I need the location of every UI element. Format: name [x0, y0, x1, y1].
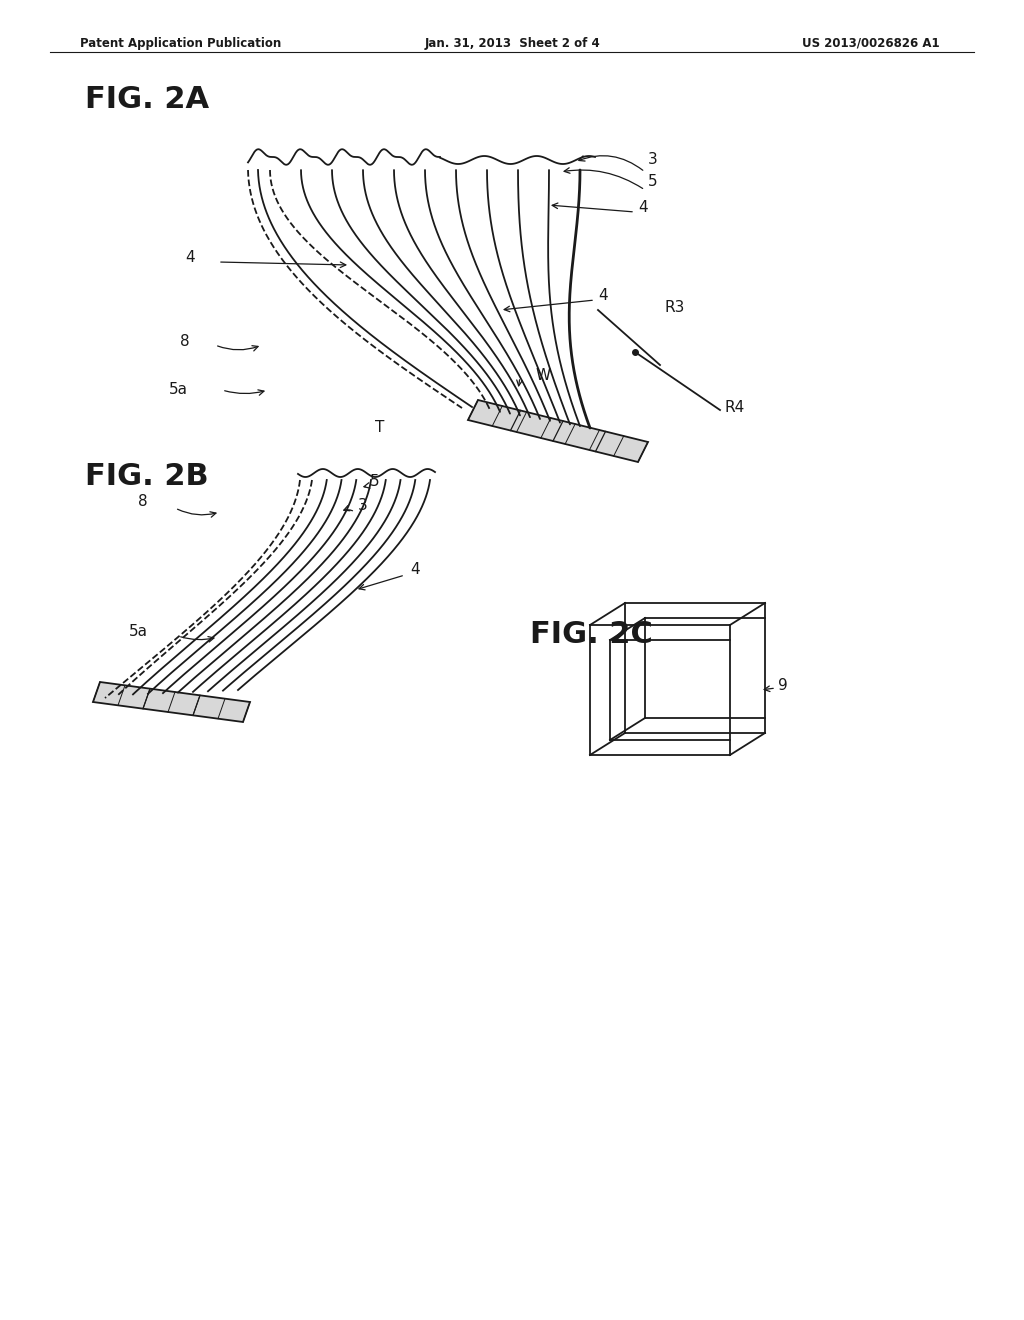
Text: FIG. 2B: FIG. 2B [85, 462, 209, 491]
Text: T: T [376, 420, 385, 434]
Text: Patent Application Publication: Patent Application Publication [80, 37, 282, 50]
Text: 4: 4 [638, 199, 647, 214]
Polygon shape [93, 682, 250, 722]
Text: 4: 4 [598, 288, 607, 302]
Text: 9: 9 [778, 677, 787, 693]
Text: 3: 3 [358, 498, 368, 512]
Text: 8: 8 [138, 495, 148, 510]
Text: 3: 3 [648, 153, 657, 168]
Text: 4: 4 [185, 249, 195, 264]
Text: 5a: 5a [169, 383, 188, 397]
Text: Jan. 31, 2013  Sheet 2 of 4: Jan. 31, 2013 Sheet 2 of 4 [424, 37, 600, 50]
Text: FIG. 2C: FIG. 2C [530, 620, 653, 649]
Text: W: W [535, 367, 550, 383]
Text: 5: 5 [370, 474, 380, 490]
Text: R4: R4 [725, 400, 745, 416]
Text: 5a: 5a [129, 624, 148, 639]
Text: 4: 4 [410, 562, 420, 578]
Text: US 2013/0026826 A1: US 2013/0026826 A1 [803, 37, 940, 50]
Text: FIG. 2A: FIG. 2A [85, 84, 209, 114]
Text: 8: 8 [180, 334, 190, 350]
Polygon shape [468, 400, 648, 462]
Text: 5: 5 [648, 174, 657, 190]
Text: R3: R3 [665, 301, 685, 315]
